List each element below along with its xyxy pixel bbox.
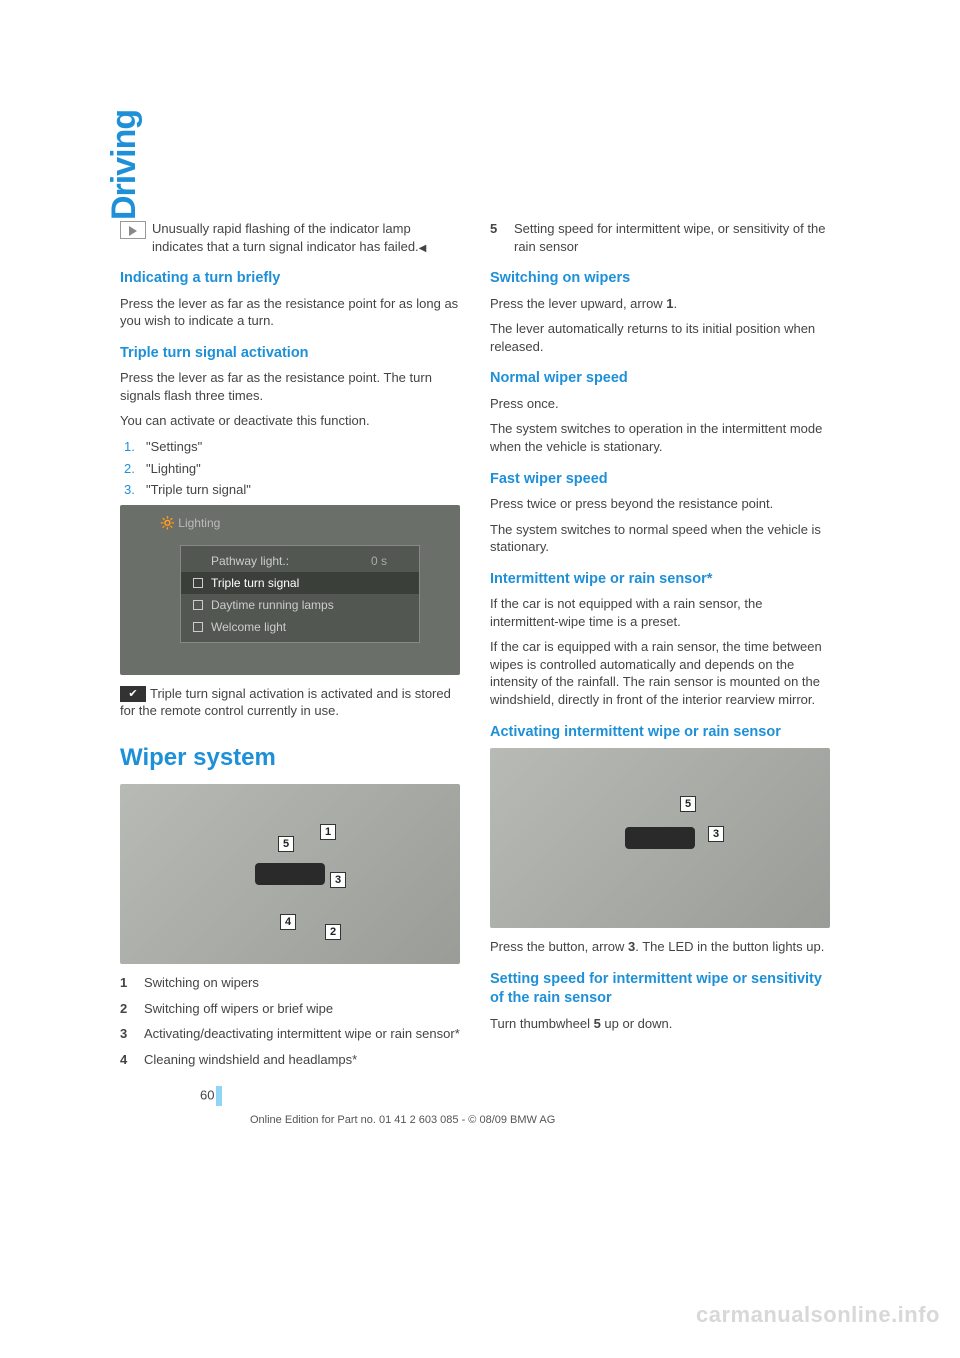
heading-setting-speed: Setting speed for intermittent wipe or s…	[490, 970, 830, 1009]
heading-activating-rain: Activating intermittent wipe or rain sen…	[490, 723, 830, 743]
note-indicator-lamp: Unusually rapid flashing of the indicato…	[120, 220, 460, 255]
legend-num: 4	[120, 1051, 144, 1069]
legend-row-4: 4Cleaning windshield and headlamps*	[120, 1051, 460, 1069]
legend-text: Setting speed for intermittent wipe, or …	[514, 220, 830, 255]
lighting-menu: Pathway light.:0 s Triple turn signal Da…	[180, 545, 420, 644]
callout-4: 4	[280, 914, 296, 930]
screen-header: 🔆 Lighting	[160, 515, 220, 531]
text-setting: Turn thumbwheel 5 up or down.	[490, 1015, 830, 1033]
menu-row-welcome: Welcome light	[181, 616, 419, 638]
checkbox-icon	[193, 600, 203, 610]
note-stored: ✔ Triple turn signal activation is activ…	[120, 685, 460, 720]
heading-switching-on: Switching on wipers	[490, 269, 830, 289]
watermark: carmanualsonline.info	[696, 1302, 940, 1328]
legend-text: Activating/deactivating intermittent wip…	[144, 1025, 460, 1043]
step-label: "Triple turn signal"	[146, 482, 251, 497]
checkbox-icon	[193, 622, 203, 632]
footer-text: Online Edition for Part no. 01 41 2 603 …	[250, 1114, 555, 1126]
text-normal-2: The system switches to operation in the …	[490, 420, 830, 455]
menu-row-pathway: Pathway light.:0 s	[181, 550, 419, 572]
text-triple-1: Press the lever as far as the resistance…	[120, 369, 460, 404]
wiper-lever-graphic	[625, 827, 695, 849]
heading-intermittent: Intermittent wipe or rain sensor*	[490, 570, 830, 590]
heading-indicating-briefly: Indicating a turn briefly	[120, 269, 460, 289]
text-normal-1: Press once.	[490, 395, 830, 413]
legend-text: Switching on wipers	[144, 974, 460, 992]
check-stored-icon: ✔	[120, 686, 146, 702]
diagram-wiper-lever: 1 2 3 4 5	[120, 784, 460, 964]
left-column: Unusually rapid flashing of the indicato…	[120, 220, 460, 1076]
callout-3: 3	[708, 826, 724, 842]
step-number: 1.	[124, 438, 146, 456]
legend-num: 5	[490, 220, 514, 255]
side-section-title: Driving	[105, 110, 144, 220]
legend-row-1: 1Switching on wipers	[120, 974, 460, 992]
text-int-2: If the car is equipped with a rain senso…	[490, 638, 830, 708]
step-number: 2.	[124, 460, 146, 478]
step-1: 1."Settings"	[120, 438, 460, 456]
text-activating: Press the button, arrow 3. The LED in th…	[490, 938, 830, 956]
text-indicating: Press the lever as far as the resistance…	[120, 295, 460, 330]
heading-normal-speed: Normal wiper speed	[490, 369, 830, 389]
heading-wiper-system: Wiper system	[120, 742, 460, 774]
legend-num: 2	[120, 1000, 144, 1018]
page-content: Unusually rapid flashing of the indicato…	[120, 220, 850, 1076]
step-3: 3."Triple turn signal"	[120, 481, 460, 499]
legend-text: Cleaning windshield and headlamps*	[144, 1051, 460, 1069]
wiper-lever-graphic	[255, 863, 325, 885]
note-stored-text: Triple turn signal activation is activat…	[120, 686, 451, 719]
step-number: 3.	[124, 481, 146, 499]
step-label: "Settings"	[146, 439, 202, 454]
heading-triple-signal: Triple turn signal activation	[120, 344, 460, 364]
warning-triangle-icon	[120, 221, 146, 239]
text-triple-2: You can activate or deactivate this func…	[120, 412, 460, 430]
step-2: 2."Lighting"	[120, 460, 460, 478]
end-marker-icon: ◀	[419, 243, 427, 254]
text-switching-2: The lever automatically returns to its i…	[490, 320, 830, 355]
heading-fast-speed: Fast wiper speed	[490, 470, 830, 490]
legend-text: Switching off wipers or brief wipe	[144, 1000, 460, 1018]
callout-5: 5	[680, 796, 696, 812]
callout-2: 2	[325, 924, 341, 940]
callout-3: 3	[330, 872, 346, 888]
legend-num: 3	[120, 1025, 144, 1043]
callout-1: 1	[320, 824, 336, 840]
text-switching-1: Press the lever upward, arrow 1.	[490, 295, 830, 313]
step-label: "Lighting"	[146, 461, 201, 476]
right-column: 5Setting speed for intermittent wipe, or…	[490, 220, 830, 1076]
legend-row-5: 5Setting speed for intermittent wipe, or…	[490, 220, 830, 255]
note-text: Unusually rapid flashing of the indicato…	[152, 221, 419, 254]
text-int-1: If the car is not equipped with a rain s…	[490, 595, 830, 630]
checkbox-icon	[193, 578, 203, 588]
page-number-bar-icon	[216, 1086, 222, 1106]
text-fast-2: The system switches to normal speed when…	[490, 521, 830, 556]
legend-num: 1	[120, 974, 144, 992]
diagram-rain-sensor: 3 5	[490, 748, 830, 928]
menu-row-daytime: Daytime running lamps	[181, 594, 419, 616]
screenshot-lighting-menu: 🔆 Lighting Pathway light.:0 s Triple tur…	[120, 505, 460, 675]
callout-5: 5	[278, 836, 294, 852]
text-fast-1: Press twice or press beyond the resistan…	[490, 495, 830, 513]
menu-row-triple-signal: Triple turn signal	[181, 572, 419, 594]
legend-row-3: 3Activating/deactivating intermittent wi…	[120, 1025, 460, 1043]
page-number: 60	[200, 1086, 222, 1106]
legend-row-2: 2Switching off wipers or brief wipe	[120, 1000, 460, 1018]
